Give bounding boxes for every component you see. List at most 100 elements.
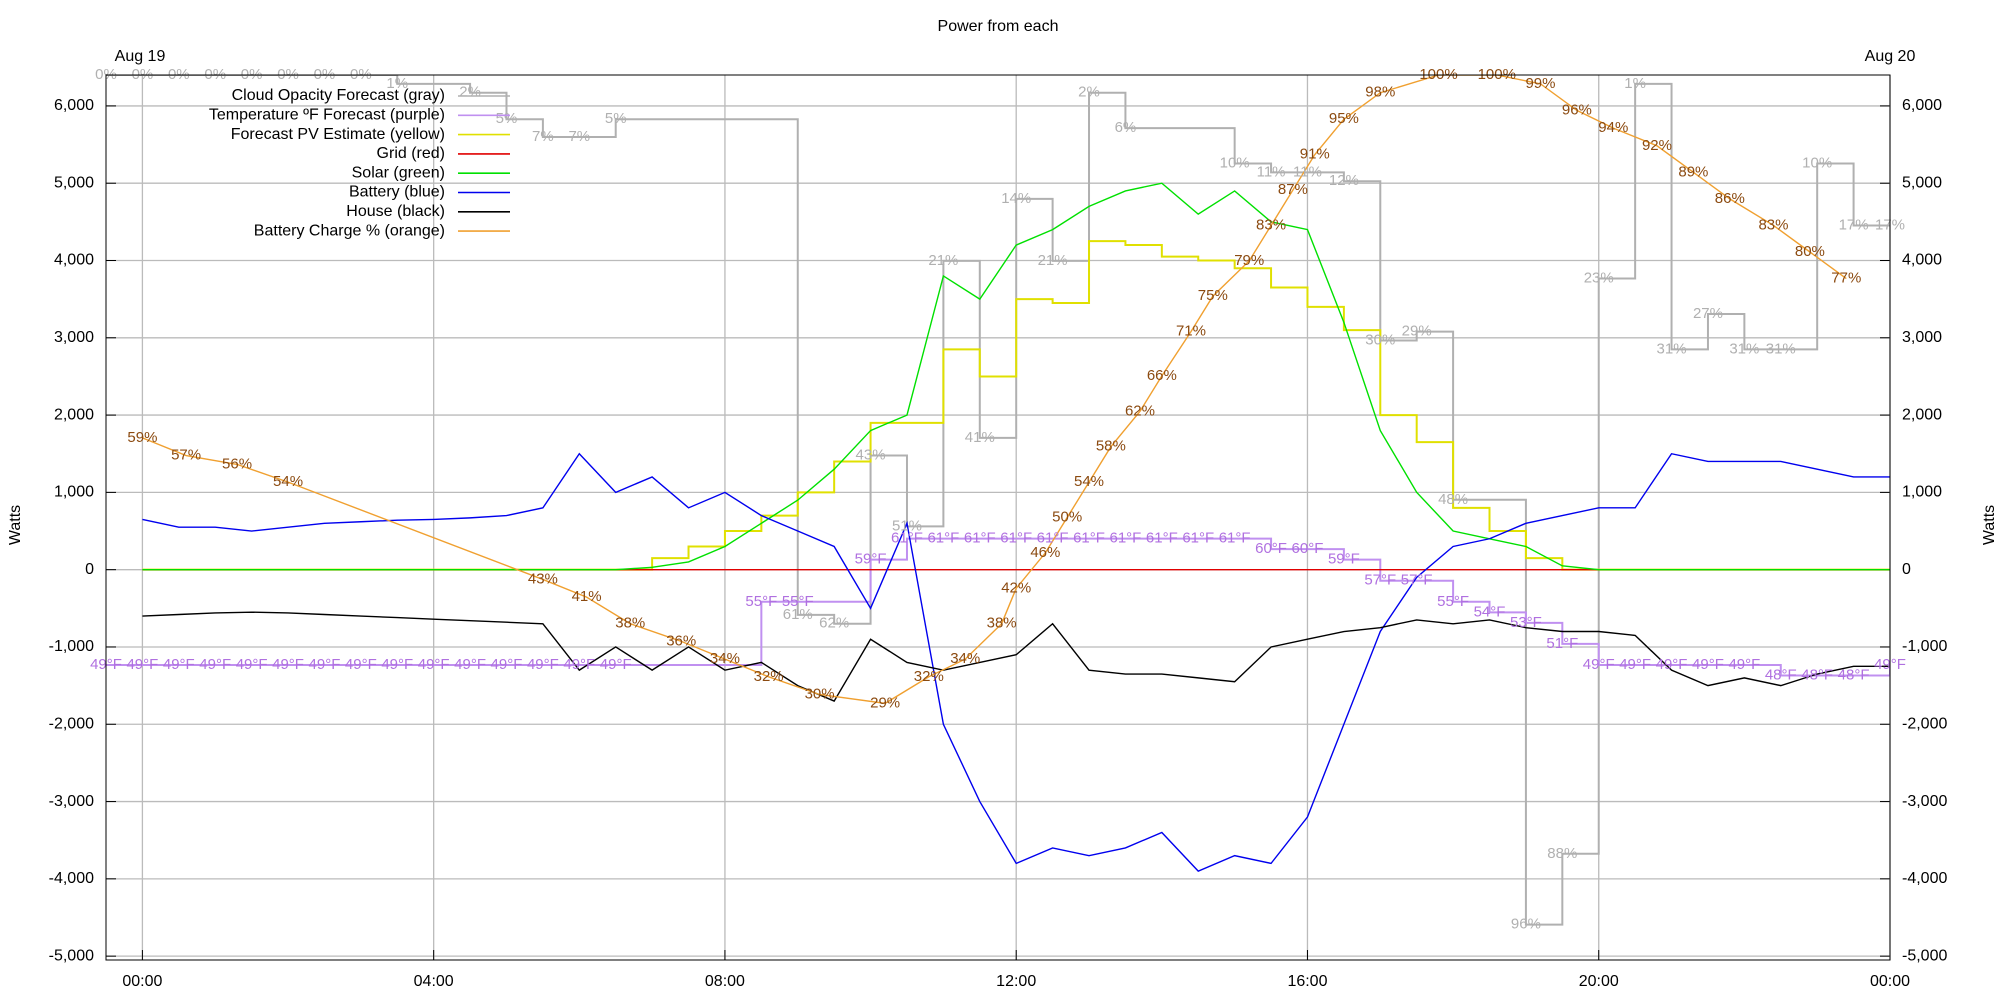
data-label: 61°F	[1109, 530, 1141, 547]
legend-label: Temperature ºF Forecast (purple)	[209, 107, 445, 124]
data-label: 49°F	[126, 656, 158, 673]
data-label: 34%	[710, 650, 740, 667]
y2-tick-label: 3,000	[1902, 329, 1942, 346]
data-label: 42%	[1001, 579, 1031, 596]
data-label: 100%	[1478, 66, 1516, 83]
data-label: 56%	[222, 455, 252, 472]
data-label: 87%	[1278, 181, 1308, 198]
data-label: 61°F	[1182, 530, 1214, 547]
data-label: 0%	[168, 66, 190, 83]
data-label: 11%	[1257, 163, 1286, 180]
y2-tick-label: 5,000	[1902, 174, 1942, 191]
data-label: 62%	[1125, 402, 1155, 419]
data-label: 11%	[1293, 163, 1322, 180]
x-tick-label: 00:00	[122, 973, 162, 990]
data-label: 31%	[1657, 340, 1687, 357]
data-label: 21%	[928, 252, 958, 269]
y2-tick-label: -5,000	[1902, 947, 1947, 964]
data-label: 36%	[666, 632, 696, 649]
data-label: 49°F	[381, 656, 413, 673]
data-label: 99%	[1525, 75, 1555, 92]
data-label: 0%	[277, 66, 299, 83]
data-label: 0%	[204, 66, 226, 83]
y-tick-label: -2,000	[49, 715, 94, 732]
data-label: 38%	[615, 615, 645, 632]
series-line	[142, 611, 1890, 702]
grid: -5,000 -5,000 -4,000 -4,000 -3,000 -3,000 -2,0…	[49, 75, 1947, 990]
data-label: 61°F	[891, 530, 923, 547]
data-label: 59°F	[1328, 551, 1360, 568]
data-label: 96%	[1511, 916, 1541, 933]
data-label: 49°F	[1728, 656, 1760, 673]
data-label: 77%	[1831, 270, 1861, 287]
data-label: 0%	[350, 66, 372, 83]
data-label: 48°F	[1765, 667, 1797, 684]
y-tick-label: 1,000	[54, 484, 94, 501]
data-label: 98%	[1365, 84, 1395, 101]
y-tick-label: 3,000	[54, 329, 94, 346]
data-label: 0%	[241, 66, 263, 83]
data-label: 41%	[965, 429, 995, 446]
data-label: 49°F	[418, 656, 450, 673]
plot-frame	[105, 74, 1891, 961]
data-label: 31%	[1729, 340, 1759, 357]
y-tick-label: -5,000	[49, 947, 94, 964]
y-tick-label: -1,000	[49, 638, 94, 655]
legend-label: House (black)	[346, 203, 445, 220]
data-label: 83%	[1758, 216, 1788, 233]
x-tick-label: 20:00	[1579, 973, 1619, 990]
data-label: 48%	[1438, 491, 1468, 508]
data-label: 54°F	[1474, 603, 1506, 620]
y-axis-label: Watts	[7, 505, 24, 545]
data-label: 32%	[754, 668, 784, 685]
data-label: 6%	[1115, 119, 1137, 136]
date-label: Aug 19	[115, 48, 166, 65]
data-label: 10%	[1220, 154, 1250, 171]
data-label: 49°F	[563, 656, 595, 673]
legend: Cloud Opacity Forecast (gray) Temperature…	[209, 87, 510, 239]
data-label: 2%	[459, 84, 481, 101]
data-label: 61°F	[1037, 530, 1069, 547]
data-label: 66%	[1147, 367, 1177, 384]
data-label: 51°F	[1546, 635, 1578, 652]
data-label: 61°F	[1146, 530, 1178, 547]
x-tick-label: 16:00	[1287, 973, 1327, 990]
data-label: 43%	[856, 447, 886, 464]
data-label: 91%	[1300, 146, 1330, 163]
data-label: 34%	[950, 650, 980, 667]
data-label: 23%	[1584, 270, 1614, 287]
data-label: 29%	[870, 694, 900, 711]
y2-tick-label: 6,000	[1902, 97, 1942, 114]
y2-tick-label: 4,000	[1902, 252, 1942, 269]
data-label: 1%	[386, 75, 408, 92]
y-tick-label: -4,000	[49, 870, 94, 887]
data-label: 100%	[1419, 66, 1457, 83]
data-label: 80%	[1795, 243, 1825, 260]
data-label: 43%	[528, 570, 558, 587]
data-label: 17%	[1839, 216, 1869, 233]
data-label: 57°F	[1364, 572, 1396, 589]
data-label: 94%	[1598, 119, 1628, 136]
data-label: 7%	[568, 128, 590, 145]
data-label: 41%	[572, 588, 602, 605]
data-label: 29%	[1402, 323, 1432, 340]
data-label: 58%	[1096, 438, 1126, 455]
data-label: 38%	[987, 615, 1017, 632]
data-label: 27%	[1693, 305, 1723, 322]
data-label: 61°F	[1073, 530, 1105, 547]
data-label: 49°F	[1692, 656, 1724, 673]
data-label: 59°F	[855, 551, 887, 568]
y-tick-label: -3,000	[49, 793, 94, 810]
y2-tick-label: -1,000	[1902, 638, 1947, 655]
x-tick-label: 00:00	[1870, 973, 1910, 990]
data-label: 95%	[1329, 110, 1359, 127]
data-label: 21%	[1038, 252, 1068, 269]
data-label: 60°F	[1292, 540, 1324, 557]
data-label: 5%	[496, 110, 518, 127]
date-label: Aug 20	[1865, 48, 1916, 65]
data-label: 49°F	[309, 656, 341, 673]
data-label: 53°F	[1510, 614, 1542, 631]
data-label: 88%	[1547, 845, 1577, 862]
legend-label: Solar (green)	[352, 164, 445, 181]
